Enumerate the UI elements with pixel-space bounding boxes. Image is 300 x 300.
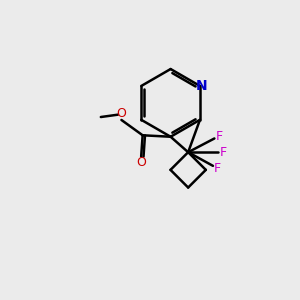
Text: O: O xyxy=(116,107,126,120)
Text: F: F xyxy=(215,130,223,142)
Text: N: N xyxy=(196,79,208,93)
Text: F: F xyxy=(214,162,221,175)
Text: F: F xyxy=(220,146,227,159)
Text: O: O xyxy=(136,157,146,169)
